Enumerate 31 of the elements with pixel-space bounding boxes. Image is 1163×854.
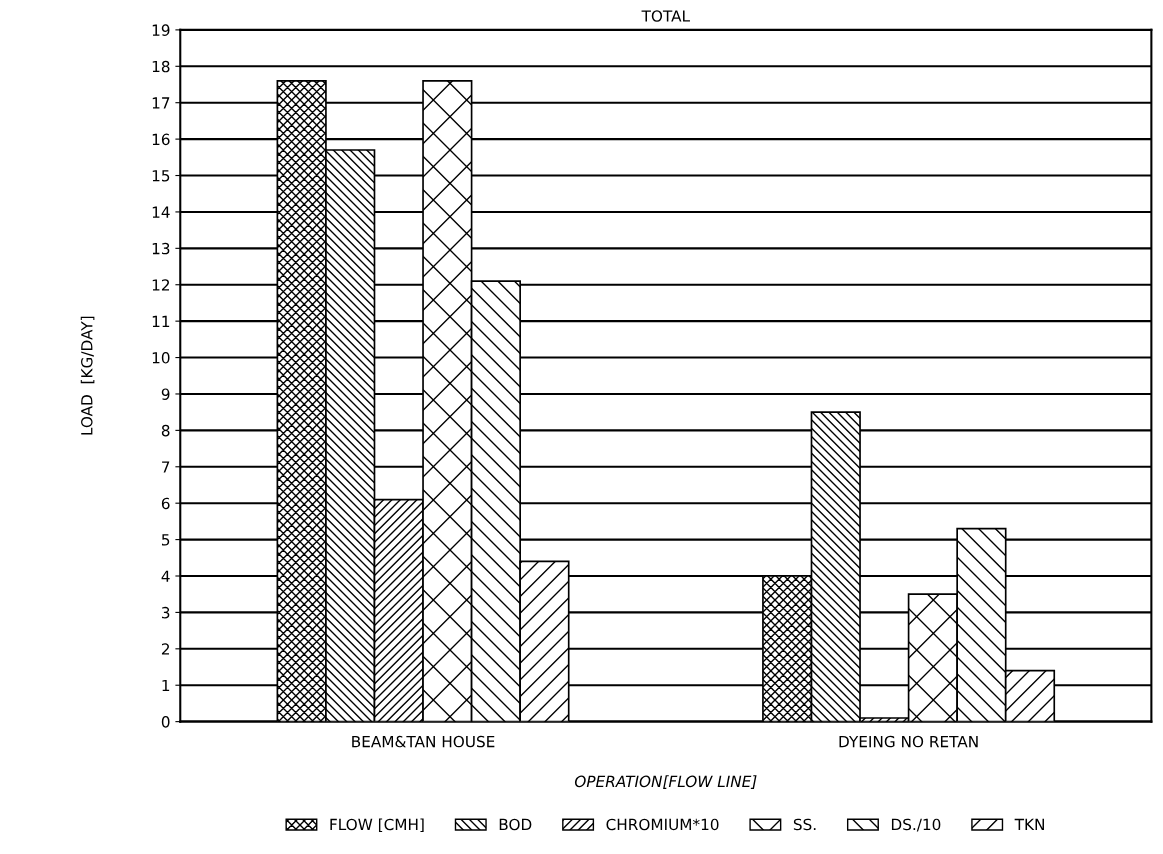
y-tick-label: 6 (161, 497, 170, 510)
y-tick-label: 13 (152, 242, 170, 255)
legend-label: FLOW [CMH] (330, 818, 424, 833)
y-tick-label: 12 (152, 279, 170, 291)
y-tick-label: 10 (152, 352, 170, 364)
y-tick-label: 14 (152, 206, 170, 218)
legend-label: SS. (793, 818, 816, 831)
legend-label: DS./10 (891, 818, 941, 832)
y-tick-label: 4 (161, 570, 170, 582)
y-tick-label: 3 (161, 606, 170, 619)
y-tick-label: 2 (161, 643, 170, 655)
y-tick-label: 16 (152, 133, 170, 146)
x-axis-title: OPERATION[FLOW LINE] (574, 775, 757, 789)
x-tick-label: BEAM&TAN HOUSE (352, 735, 495, 748)
y-tick-label: 18 (152, 60, 170, 73)
y-tick-label: 1 (162, 679, 170, 692)
y-tick-label: 8 (161, 424, 170, 437)
y-tick-label: 17 (152, 97, 170, 109)
y-tick-label: 11 (152, 315, 170, 327)
legend-label: TKN (1014, 818, 1044, 830)
y-tick-label: 0 (161, 716, 170, 728)
legend-label: CHROMIUM*10 (606, 818, 719, 831)
legend-label: BOD (499, 818, 532, 831)
y-tick-label: 7 (162, 461, 170, 473)
y-tick-label: 19 (152, 24, 170, 36)
y-axis-title: LOAD [KG/DAY] (80, 316, 95, 435)
x-tick-label: DYEING NO RETAN (839, 735, 978, 748)
y-tick-label: 5 (162, 534, 170, 546)
y-tick-label: 15 (152, 170, 170, 182)
y-tick-label: 9 (161, 388, 170, 400)
chart-title: TOTAL (641, 10, 690, 22)
